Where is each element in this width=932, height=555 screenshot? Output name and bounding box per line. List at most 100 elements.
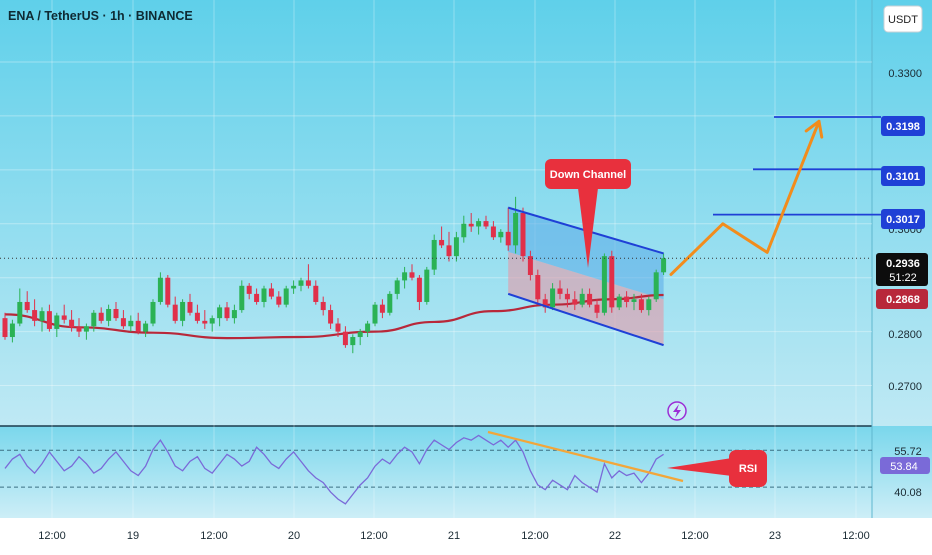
candle — [313, 280, 319, 305]
candle-body — [638, 299, 644, 311]
candle — [113, 301, 119, 321]
candle — [342, 326, 348, 348]
candle — [217, 304, 223, 327]
rsi-pane — [0, 430, 872, 505]
candle — [202, 310, 208, 329]
target-price-label: 0.3101 — [886, 171, 920, 183]
candle — [350, 334, 356, 354]
ma-value-badge — [876, 289, 928, 309]
candle-body — [372, 304, 378, 324]
time-label: 12:00 — [842, 530, 870, 542]
channel-lower-fill — [508, 251, 664, 346]
target-price-badge — [881, 116, 925, 136]
candle-body — [254, 293, 260, 302]
candle-body — [483, 221, 489, 227]
candle-body — [217, 307, 223, 319]
candle — [39, 307, 45, 332]
time-label: 12:00 — [200, 530, 228, 542]
candle-body — [461, 223, 467, 238]
candle — [394, 277, 400, 300]
rsi-trendline[interactable] — [487, 430, 684, 483]
candle-body — [209, 318, 215, 324]
candle-body — [579, 293, 585, 305]
candle-body — [535, 275, 541, 300]
candle-body — [357, 331, 363, 338]
candle-body — [268, 288, 274, 297]
candle-body — [283, 288, 289, 305]
candle-body — [128, 320, 134, 327]
candle-body — [231, 310, 237, 319]
candle — [587, 288, 593, 308]
candle-body — [61, 315, 67, 320]
price-tick: 0.2700 — [888, 381, 922, 393]
candle-body — [498, 231, 504, 238]
candle-body — [180, 301, 186, 321]
candle-body — [365, 323, 371, 332]
candle — [320, 296, 326, 316]
projection-arrowhead — [804, 119, 824, 139]
candle-body — [157, 277, 163, 302]
callout-box — [545, 159, 631, 189]
candle — [357, 328, 363, 346]
rsi-current-badge — [880, 457, 930, 474]
candle — [446, 231, 452, 262]
candle — [180, 299, 186, 327]
target-price-label: 0.3198 — [886, 121, 920, 133]
currency-button[interactable] — [883, 5, 923, 33]
channel-lower-line[interactable] — [507, 292, 664, 347]
candle-body — [527, 256, 533, 276]
candle-body — [564, 293, 570, 300]
candle — [424, 266, 430, 305]
candle-body — [91, 312, 97, 327]
candle-body — [624, 296, 630, 302]
candle — [579, 288, 585, 308]
candle — [17, 288, 23, 327]
chart-title: ENA / TetherUS · 1h · BINANCE — [8, 9, 193, 23]
candle — [135, 312, 141, 335]
candle-body — [616, 296, 622, 308]
lightning-icon[interactable] — [667, 401, 687, 421]
candle — [594, 299, 600, 319]
candle — [239, 280, 245, 313]
candle-body — [468, 223, 474, 227]
candle — [387, 291, 393, 316]
candle-body — [542, 299, 548, 308]
candle — [520, 207, 526, 262]
rsi-line — [4, 434, 664, 505]
candle — [335, 318, 341, 338]
rsi-callout[interactable]: RSI — [667, 450, 767, 487]
target-price-label: 0.3017 — [886, 214, 920, 226]
candle — [120, 310, 126, 329]
candle-body — [490, 226, 496, 238]
candle — [143, 320, 149, 338]
candle — [24, 291, 30, 313]
candle — [61, 304, 67, 324]
candle — [527, 250, 533, 281]
candle-body — [446, 245, 452, 257]
ma-value-label: 0.2868 — [886, 294, 920, 306]
candle — [157, 272, 163, 305]
candle — [261, 285, 267, 308]
candle-body — [187, 301, 193, 313]
candle — [498, 229, 504, 243]
candle-body — [631, 299, 637, 302]
candle — [624, 291, 630, 308]
current-price-badge — [876, 253, 928, 286]
candle — [91, 310, 97, 332]
channel-upper-fill — [508, 207, 664, 300]
candle-body — [594, 304, 600, 313]
projection-path[interactable] — [669, 119, 821, 276]
target-lines — [713, 116, 881, 216]
down-channel-callout[interactable]: Down Channel — [545, 159, 631, 268]
rsi-axis-label: 55.72 — [894, 446, 922, 458]
candle — [653, 269, 659, 302]
candle-body — [98, 312, 104, 321]
candle — [187, 293, 193, 316]
time-label: 22 — [609, 530, 621, 542]
candle-body — [328, 310, 334, 324]
candle-body — [54, 315, 60, 329]
candle — [83, 323, 89, 340]
candle-body — [350, 337, 356, 346]
candle — [276, 291, 282, 308]
